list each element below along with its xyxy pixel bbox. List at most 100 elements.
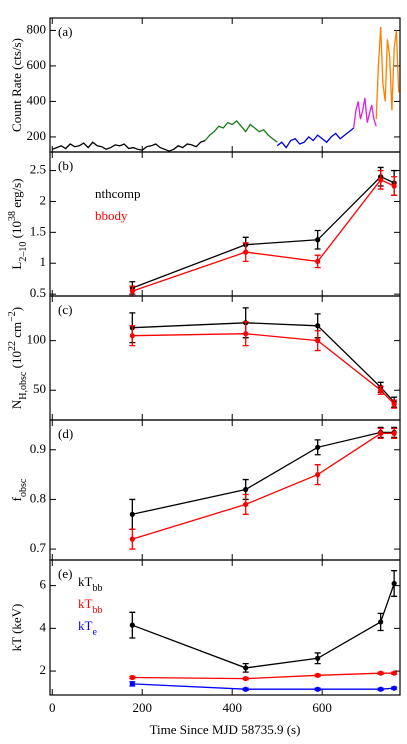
- y-tick-label: 6: [40, 577, 47, 592]
- label-part: bb: [92, 583, 102, 594]
- data-point: [378, 670, 384, 676]
- data-point: [129, 288, 135, 294]
- y-tick-label: 200: [27, 128, 47, 143]
- label-part: f: [9, 496, 24, 501]
- y-tick-label: 2.5: [30, 162, 46, 177]
- data-point: [391, 183, 397, 189]
- series-line: [353, 97, 377, 129]
- data-point: [378, 177, 384, 183]
- data-point: [378, 619, 384, 625]
- legend-entry: nthcomp: [95, 186, 141, 201]
- series-line: [132, 431, 395, 515]
- series-line: [204, 119, 278, 143]
- y-tick-label: 0.9: [30, 441, 46, 456]
- label-part: e: [92, 627, 97, 638]
- label-part: (10: [9, 221, 24, 242]
- data-point: [378, 430, 384, 437]
- series-line: [132, 333, 395, 405]
- data-point: [315, 655, 321, 661]
- data-point: [315, 672, 321, 678]
- data-point: [391, 401, 397, 407]
- label-part: 2–10: [18, 242, 29, 262]
- label-part: N: [9, 399, 24, 409]
- panel-frame: [49, 295, 401, 421]
- legend-entry: kTbb: [78, 596, 102, 616]
- label-part: kT (keV): [9, 604, 24, 652]
- y-tick-label: 0.5: [30, 285, 46, 300]
- y-axis-label: L2–10 (1038 erg/s): [7, 178, 29, 269]
- series-line: [51, 139, 206, 152]
- data-point: [391, 685, 397, 691]
- data-point: [378, 686, 384, 692]
- data-point: [391, 580, 397, 587]
- data-point: [315, 258, 321, 264]
- panel-label: (c): [58, 302, 72, 317]
- panel-frame: [49, 151, 401, 297]
- y-tick-label: 4: [40, 619, 47, 634]
- panel-label: (d): [58, 426, 73, 441]
- data-point: [243, 486, 249, 493]
- panel-label: (e): [58, 566, 72, 581]
- y-axis-label: kT (keV): [9, 604, 24, 652]
- label-part: bb: [92, 605, 102, 616]
- data-point: [315, 472, 321, 478]
- legend-entry: kTe: [78, 618, 97, 638]
- label-part: ): [9, 307, 24, 311]
- data-point: [243, 249, 249, 255]
- y-tick-label: 800: [27, 21, 47, 36]
- data-point: [243, 675, 249, 682]
- y-tick-label: 100: [27, 332, 47, 347]
- y-tick-label: 0.7: [30, 540, 47, 555]
- series-line: [132, 175, 395, 289]
- panel-frame: [49, 559, 401, 696]
- data-point: [129, 333, 135, 339]
- x-tick-label: 400: [222, 700, 242, 715]
- label-part: kT: [78, 618, 93, 633]
- y-tick-label: 2: [40, 192, 47, 207]
- panel-frame: [49, 17, 401, 153]
- panel-frame: [49, 419, 401, 561]
- legend-entry: kTbb: [78, 574, 102, 594]
- label-part: 22: [7, 341, 18, 351]
- legend-entry: bbody: [95, 208, 128, 223]
- data-point: [243, 686, 249, 692]
- x-tick-label: 600: [312, 700, 332, 715]
- data-point: [129, 681, 135, 687]
- y-tick-label: 1.5: [30, 223, 46, 238]
- data-point: [129, 511, 135, 517]
- label-part: obsc: [18, 478, 29, 497]
- label-part: cm: [9, 322, 24, 341]
- data-point: [378, 387, 384, 393]
- y-tick-label: 2: [40, 662, 47, 677]
- series-line: [276, 127, 355, 149]
- x-axis-label: Time Since MJD 58735.9 (s): [150, 722, 301, 737]
- y-tick-label: 0.8: [30, 490, 46, 505]
- panel-label: (a): [58, 24, 72, 39]
- data-point: [129, 622, 135, 628]
- data-point: [129, 674, 135, 681]
- data-point: [315, 338, 321, 344]
- label-part: H,obsc: [18, 371, 29, 400]
- series-line: [132, 432, 395, 540]
- label-part: 38: [7, 211, 18, 221]
- data-point: [315, 444, 321, 450]
- label-part: L: [9, 262, 24, 270]
- data-point: [315, 323, 321, 329]
- y-tick-label: 600: [27, 57, 47, 72]
- data-point: [315, 686, 321, 692]
- data-point: [315, 237, 321, 243]
- data-point: [391, 430, 397, 437]
- data-point: [243, 665, 249, 671]
- data-point: [243, 501, 249, 507]
- data-point: [243, 331, 249, 337]
- series-line: [132, 683, 395, 690]
- label-part: (10: [9, 351, 24, 372]
- series-line: [132, 583, 395, 669]
- series-line: [375, 26, 400, 120]
- label-part: erg/s): [9, 178, 24, 211]
- series-line: [132, 178, 395, 292]
- panel-label: (b): [58, 158, 73, 173]
- y-tick-label: 50: [33, 381, 46, 396]
- label-part: kT: [78, 596, 93, 611]
- x-tick-label: 0: [49, 700, 56, 715]
